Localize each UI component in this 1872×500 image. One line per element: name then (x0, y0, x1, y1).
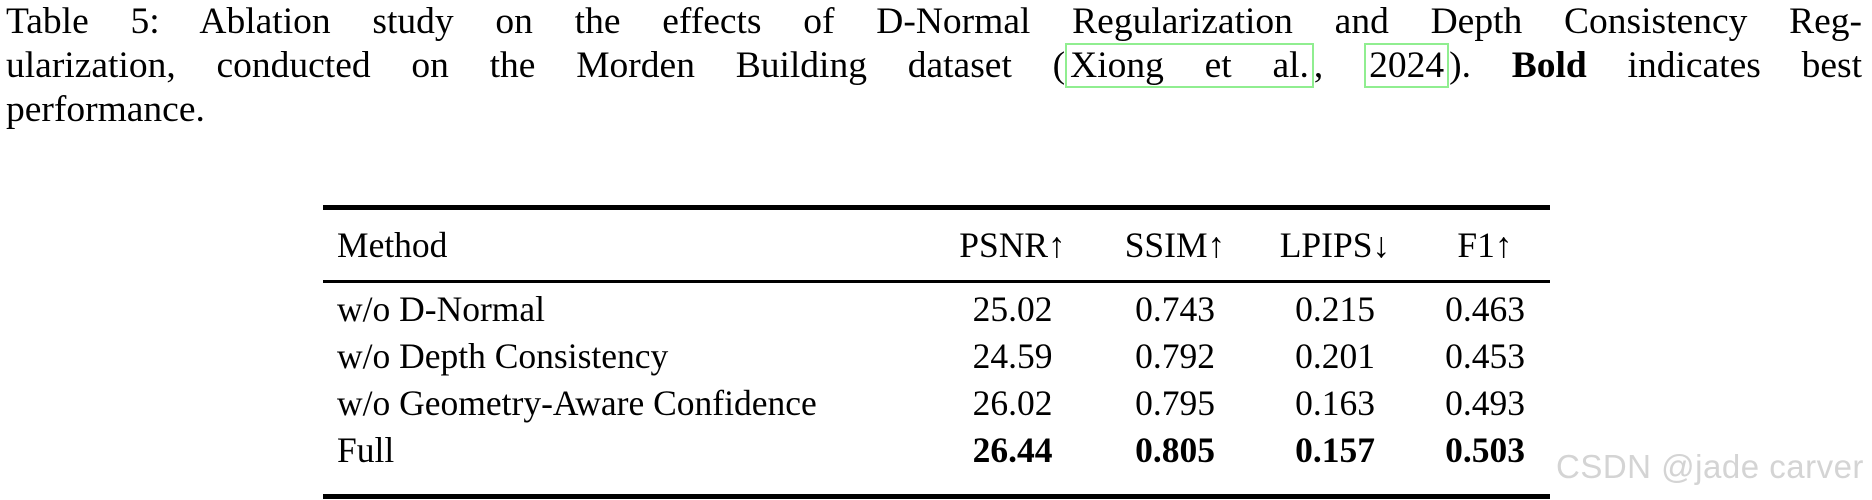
psnr-cell: 26.02 (972, 382, 1053, 423)
method-cell: w/o Geometry-Aware Confidence (337, 382, 817, 423)
col-header-psnr: PSNR↑ (925, 207, 1100, 283)
method-cell: Full (337, 429, 395, 470)
lpips-cell: 0.201 (1295, 335, 1375, 376)
method-cell: w/o D-Normal (337, 288, 546, 329)
caption-line-2: ularization, conducted on the Morden Bui… (6, 43, 1862, 88)
ablation-results-table: Method PSNR↑ SSIM↑ LPIPS↓ F1↑ w/o D-Norm… (323, 205, 1550, 499)
ssim-cell: 0.805 (1135, 429, 1215, 470)
table-caption: Table 5: Ablation study on the effects o… (6, 0, 1862, 132)
table-row-full: Full 26.44 0.805 0.157 0.503 (323, 426, 1550, 497)
col-header-method: Method (323, 207, 925, 283)
citation-link-authors[interactable]: Xiong et al. (1065, 43, 1314, 88)
psnr-cell: 26.44 (972, 429, 1053, 470)
ssim-cell: 0.743 (1135, 288, 1215, 329)
caption-line2-separator: , (1313, 45, 1365, 86)
citation-link-year[interactable]: 2024 (1364, 43, 1450, 88)
lpips-cell: 0.163 (1295, 382, 1375, 423)
ssim-cell: 0.792 (1135, 335, 1215, 376)
psnr-cell: 24.59 (972, 335, 1053, 376)
table-row-wo-geometry-aware-confidence: w/o Geometry-Aware Confidence 26.02 0.79… (323, 379, 1550, 426)
caption-bold-word: Bold (1511, 45, 1587, 86)
lpips-cell: 0.215 (1295, 288, 1375, 329)
psnr-cell: 25.02 (972, 288, 1053, 329)
table-row-wo-d-normal: w/o D-Normal 25.02 0.743 0.215 0.463 (323, 282, 1550, 333)
table-row-wo-depth-consistency: w/o Depth Consistency 24.59 0.792 0.201 … (323, 332, 1550, 379)
caption-line2-tail: indicates best (1586, 45, 1862, 86)
lpips-cell: 0.157 (1295, 429, 1375, 470)
col-header-ssim: SSIM↑ (1100, 207, 1250, 283)
csdn-watermark: CSDN @jade carver (1556, 448, 1864, 485)
caption-line2-pre: ularization, conducted on the Morden Bui… (6, 45, 1066, 86)
caption-line-1: Table 5: Ablation study on the effects o… (6, 1, 1862, 42)
method-cell: w/o Depth Consistency (337, 335, 669, 376)
f1-cell: 0.493 (1445, 382, 1525, 423)
col-header-f1: F1↑ (1420, 207, 1550, 283)
ssim-cell: 0.795 (1135, 382, 1215, 423)
caption-line2-post: ). (1449, 45, 1512, 86)
f1-cell: 0.463 (1445, 288, 1525, 329)
table-header-row: Method PSNR↑ SSIM↑ LPIPS↓ F1↑ (323, 207, 1550, 283)
caption-line-3: performance. (6, 89, 205, 130)
f1-cell: 0.503 (1445, 429, 1525, 470)
col-header-lpips: LPIPS↓ (1250, 207, 1420, 283)
f1-cell: 0.453 (1445, 335, 1525, 376)
